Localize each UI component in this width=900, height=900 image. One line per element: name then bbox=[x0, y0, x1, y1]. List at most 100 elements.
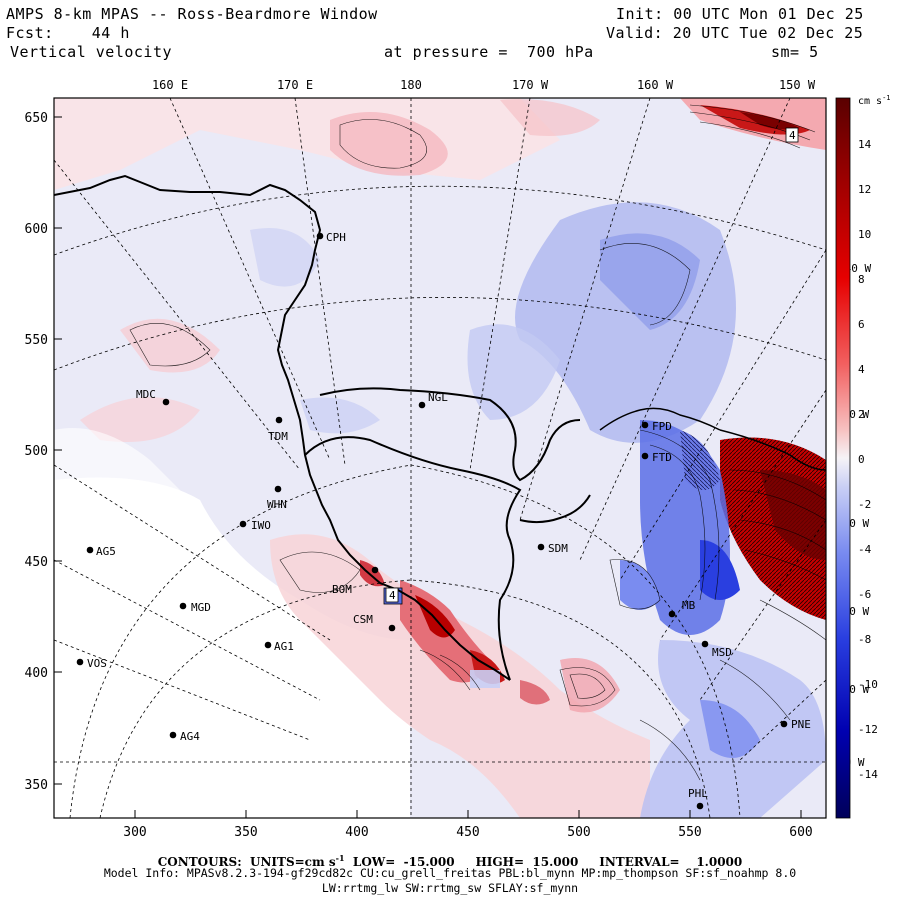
contour-label-box bbox=[385, 587, 399, 603]
station-marker bbox=[371, 566, 379, 574]
plot-frame bbox=[53, 97, 827, 819]
init-label: Init: bbox=[616, 5, 664, 23]
top-tick-label: 170 W bbox=[512, 78, 549, 92]
bottom-tick-label: 600 bbox=[789, 825, 812, 840]
bottom-tick-label: 400 bbox=[345, 825, 368, 840]
station-marker bbox=[641, 452, 649, 460]
station-label: NGL bbox=[428, 391, 448, 404]
left-tick-label: 400 bbox=[25, 666, 48, 681]
station-marker bbox=[169, 731, 177, 739]
contour-layer bbox=[129, 104, 826, 781]
station-label: VOS bbox=[87, 657, 107, 670]
station-marker bbox=[239, 520, 247, 528]
station-marker bbox=[418, 401, 426, 409]
top-tick-label: 180 bbox=[400, 78, 422, 92]
forecast-hour: Fcst: 44 h bbox=[6, 24, 130, 42]
colorbar-tick: 10 bbox=[858, 228, 871, 241]
fcst-label: Fcst: bbox=[6, 24, 54, 42]
colorbar-tick: 12 bbox=[858, 183, 871, 196]
station-marker bbox=[162, 398, 170, 406]
colorbar-units-exp: -1 bbox=[882, 94, 890, 102]
station-marker bbox=[179, 602, 187, 610]
axis-ticks bbox=[54, 116, 802, 818]
top-tick-label: 150 W bbox=[779, 78, 816, 92]
bottom-tick-label: 450 bbox=[456, 825, 479, 840]
contour-info: CONTOURS: UNITS=cm s-1 LOW= -15.000 HIGH… bbox=[0, 851, 900, 869]
station-label: CSM bbox=[353, 613, 373, 626]
station-marker bbox=[275, 416, 283, 424]
station-marker bbox=[696, 802, 704, 810]
station-label: MB bbox=[682, 599, 696, 612]
station-marker bbox=[780, 720, 788, 728]
station-label: CPH bbox=[326, 231, 346, 244]
interval-value: INTERVAL= 1.0000 bbox=[599, 855, 743, 869]
colorbar-tick: 14 bbox=[858, 138, 872, 151]
colorbar-units-text: cm s bbox=[858, 96, 882, 107]
pressure-level: at pressure = 700 hPa bbox=[384, 43, 594, 61]
valid-time: Valid: 20 UTC Tue 02 Dec 25 bbox=[606, 24, 863, 42]
station-label: MGD bbox=[191, 601, 211, 614]
bottom-tick-label: 500 bbox=[567, 825, 590, 840]
station-marker bbox=[316, 232, 324, 240]
init-time: Init: 00 UTC Mon 01 Dec 25 bbox=[616, 5, 864, 23]
station-marker bbox=[668, 610, 676, 618]
field-layer bbox=[54, 98, 826, 818]
colorbar-tick: 0 bbox=[858, 453, 865, 466]
left-tick-label: 500 bbox=[25, 444, 48, 459]
station-marker bbox=[274, 485, 282, 493]
colorbar-units: cm s-1 bbox=[858, 94, 891, 107]
station-label: MDC bbox=[136, 388, 156, 401]
colorbar-tick: 2 bbox=[858, 408, 865, 421]
left-tick-label: 600 bbox=[25, 222, 48, 237]
bottom-tick-label: 300 bbox=[123, 825, 146, 840]
colorbar-tick: 8 bbox=[858, 273, 865, 286]
station-marker bbox=[264, 641, 272, 649]
station-label: AG5 bbox=[96, 545, 116, 558]
colorbar-tick: 4 bbox=[858, 363, 865, 376]
station-label: AG1 bbox=[274, 640, 294, 653]
marie-byrd-coast bbox=[599, 407, 721, 431]
masked-region bbox=[54, 477, 410, 818]
colorbar-tick: -12 bbox=[858, 723, 878, 736]
left-tick-label: 550 bbox=[25, 333, 48, 348]
fcst-value: 44 h bbox=[91, 24, 130, 42]
station-label: MSD bbox=[712, 646, 732, 659]
contour-label-box bbox=[785, 127, 799, 143]
station-label: WHN bbox=[267, 498, 287, 511]
colorbar-tick: -2 bbox=[858, 498, 871, 511]
top-tick-label: 160 E bbox=[152, 78, 188, 92]
low-value: LOW= -15.000 bbox=[352, 855, 455, 869]
bottom-axis: 300 350 400 450 500 550 600 bbox=[123, 825, 812, 840]
station-marker bbox=[86, 546, 94, 554]
colorbar-tick: -10 bbox=[858, 678, 878, 691]
left-tick-label: 350 bbox=[25, 778, 48, 793]
top-tick-label: 160 W bbox=[637, 78, 674, 92]
contour-label: 4 bbox=[389, 589, 396, 602]
valid-label: Valid: bbox=[606, 24, 664, 42]
bottom-tick-label: 550 bbox=[678, 825, 701, 840]
colorbar-tick: -6 bbox=[858, 588, 871, 601]
station-label: BOM bbox=[332, 583, 352, 596]
high-value: HIGH= 15.000 bbox=[475, 855, 579, 869]
station-marker bbox=[641, 421, 649, 429]
colorbar: cm s-1 14 12 10 8 6 4 2 0 -2 -4 -6 -8 -1… bbox=[835, 94, 891, 819]
station-label: PHL bbox=[688, 787, 708, 800]
station-marker bbox=[76, 658, 84, 666]
variable-name: Vertical velocity bbox=[10, 43, 173, 61]
colorbar-ticks: 14 12 10 8 6 4 2 0 -2 -4 -6 -8 -10 -12 -… bbox=[858, 138, 878, 781]
smoothing-value: sm= 5 bbox=[771, 43, 819, 61]
colorbar-tick: -4 bbox=[858, 543, 872, 556]
station-marker bbox=[701, 640, 709, 648]
contour-label: 4 bbox=[789, 129, 796, 142]
model-info-2: LW:rrtmg_lw SW:rrtmg_sw SFLAY:sf_mynn bbox=[321, 881, 579, 895]
graticule bbox=[54, 98, 826, 818]
station-label: IWO bbox=[251, 519, 271, 532]
contours-label: CONTOURS: bbox=[157, 855, 242, 869]
model-info: Model Info: MPASv8.2.3-194-gf29cd82c CU:… bbox=[103, 866, 797, 880]
valid-value: 20 UTC Tue 02 Dec 25 bbox=[672, 24, 864, 42]
station-marker bbox=[388, 624, 396, 632]
station-label: SDM bbox=[548, 542, 568, 555]
left-tick-label: 450 bbox=[25, 555, 48, 570]
colorbar-tick: -14 bbox=[858, 768, 878, 781]
